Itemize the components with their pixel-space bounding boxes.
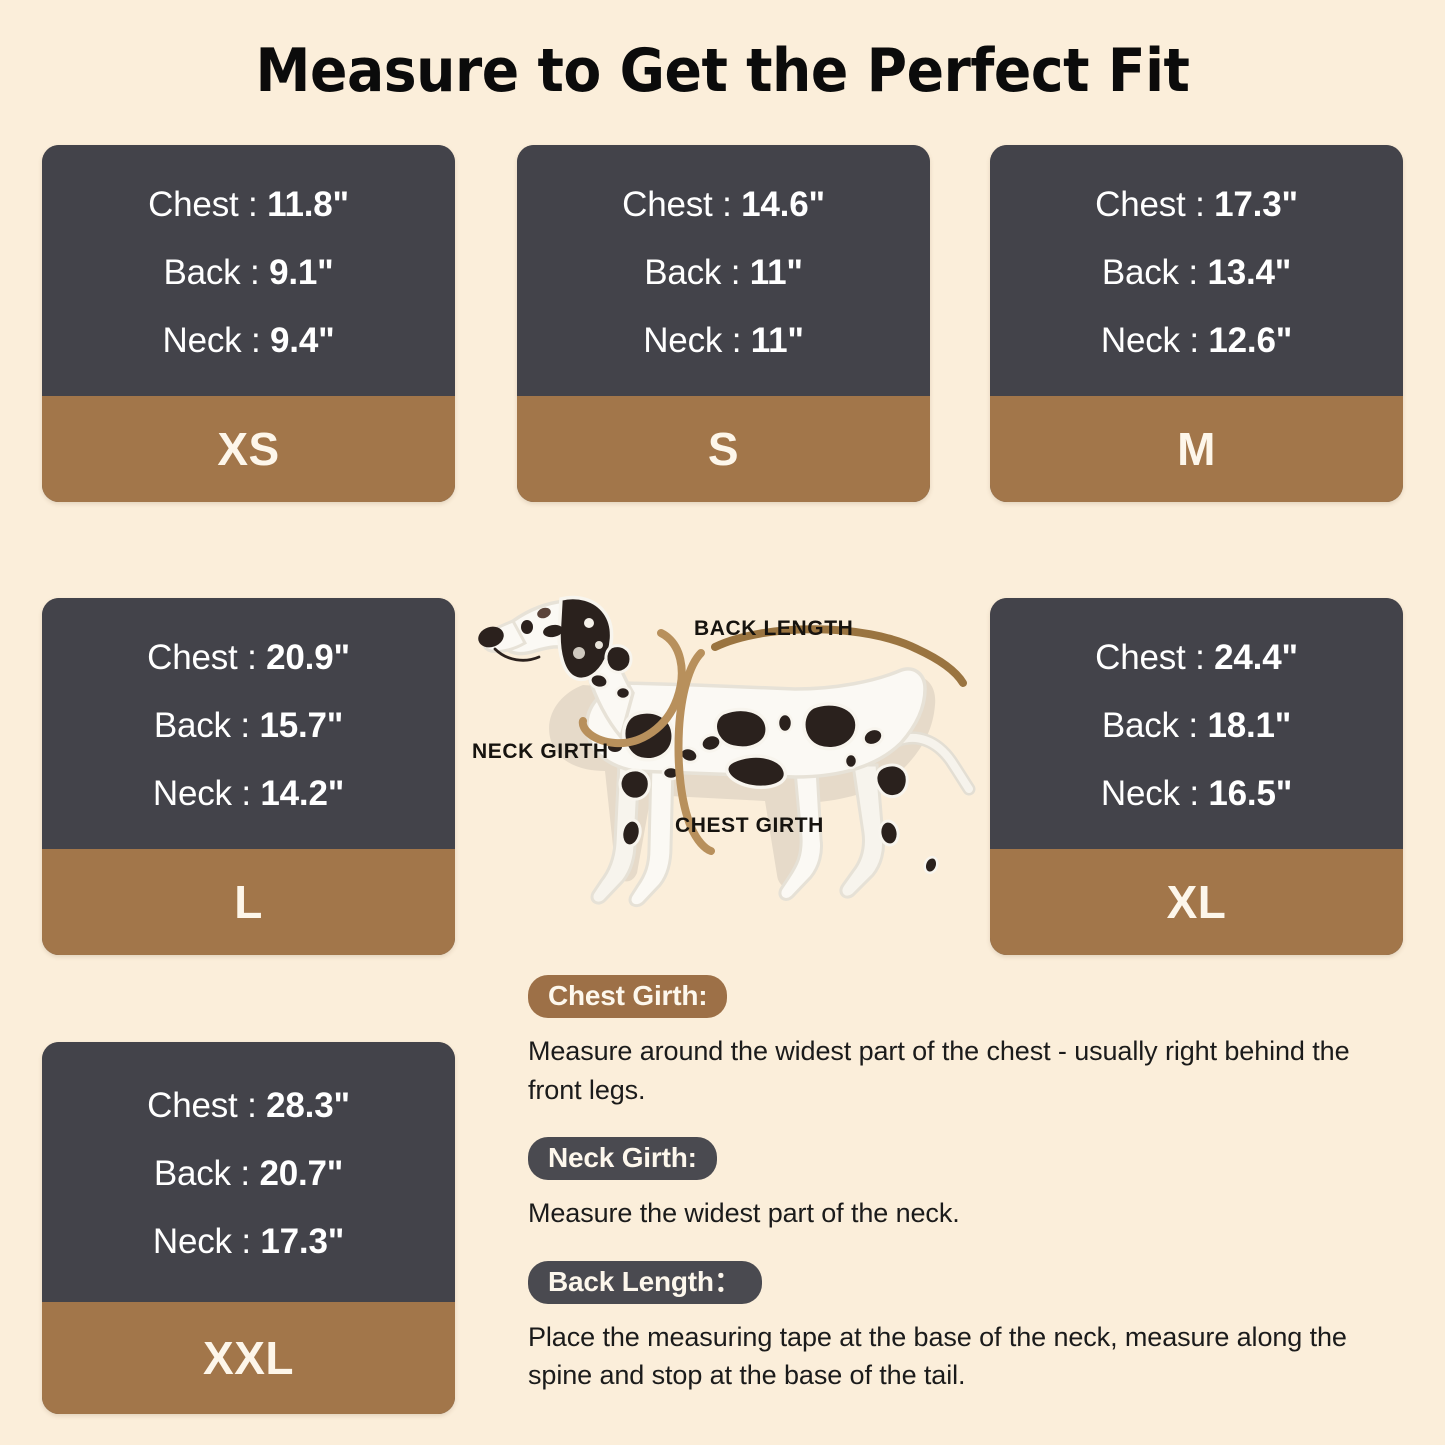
size-label-l: L xyxy=(42,849,455,955)
size-label-xs: XS xyxy=(42,396,455,502)
chest-measurement: Chest : 28.3" xyxy=(147,1086,350,1126)
size-label-xxl: XXL xyxy=(42,1302,455,1414)
chest-label: Chest : xyxy=(1095,637,1215,677)
chest-value: 17.3" xyxy=(1214,184,1298,224)
back-value: 13.4" xyxy=(1207,252,1292,292)
size-card-xl: Chest : 24.4" Back : 18.1" Neck : 16.5" … xyxy=(990,598,1403,955)
back-measurement: Back : 13.4" xyxy=(1101,252,1292,293)
neck-value: 16.5" xyxy=(1208,773,1293,813)
instruction-text-neck-girth: Measure the widest part of the neck. xyxy=(528,1198,960,1229)
instruction-text-chest-girth: Measure around the widest part of the ch… xyxy=(528,1036,1350,1105)
instruction-text-back-length: Place the measuring tape at the base of … xyxy=(528,1322,1347,1391)
size-label-s: S xyxy=(517,396,930,502)
neck-label: Neck : xyxy=(152,773,261,813)
neck-measurement: Neck : 12.6" xyxy=(1101,321,1292,361)
size-card-xs: Chest : 11.8" Back : 9.1" Neck : 9.4" XS xyxy=(42,145,455,502)
measuring-instructions: Chest Girth: Measure around the widest p… xyxy=(528,975,1408,1395)
instruction-heading-back-length: Back Length： xyxy=(528,1260,762,1305)
neck-value: 14.2" xyxy=(260,773,345,813)
chest-measurement: Chest : 17.3" xyxy=(1095,185,1298,225)
chest-label: Chest : xyxy=(147,637,267,677)
chest-label: Chest : xyxy=(1095,184,1215,224)
size-label-m: M xyxy=(990,396,1403,502)
chest-value: 11.8" xyxy=(267,184,349,224)
size-card-measurements: Chest : 14.6" Back : 11" Neck : 11" xyxy=(517,145,930,396)
back-label: Back : xyxy=(163,252,270,292)
chest-value: 28.3" xyxy=(266,1086,350,1125)
instruction-chest-girth: Chest Girth: Measure around the widest p… xyxy=(528,975,1408,1109)
neck-value: 12.6" xyxy=(1208,320,1293,360)
size-label-xl: XL xyxy=(990,849,1403,955)
diagram-label-neck-girth: NECK GIRTH xyxy=(472,740,609,763)
neck-measurement: Neck : 9.4" xyxy=(163,321,335,361)
size-card-s: Chest : 14.6" Back : 11" Neck : 11" S xyxy=(517,145,930,502)
back-label: Back : xyxy=(153,1154,260,1193)
chest-value: 20.9" xyxy=(266,637,350,677)
page-title: Measure to Get the Perfect Fit xyxy=(255,36,1190,106)
size-card-m: Chest : 17.3" Back : 13.4" Neck : 12.6" … xyxy=(990,145,1403,502)
size-card-measurements: Chest : 20.9" Back : 15.7" Neck : 14.2" xyxy=(42,598,455,849)
back-value: 11" xyxy=(749,252,803,292)
chest-value: 24.4" xyxy=(1214,637,1298,677)
back-value: 20.7" xyxy=(259,1154,344,1193)
instruction-heading-chest-girth: Chest Girth: xyxy=(528,975,728,1019)
neck-measurement: Neck : 16.5" xyxy=(1101,774,1292,814)
neck-value: 17.3" xyxy=(260,1222,345,1261)
back-value: 18.1" xyxy=(1207,705,1292,745)
chest-label: Chest : xyxy=(148,184,268,224)
dalmatian-dog-icon xyxy=(478,595,976,908)
size-card-measurements: Chest : 24.4" Back : 18.1" Neck : 16.5" xyxy=(990,598,1403,849)
chest-value: 14.6" xyxy=(741,184,825,224)
back-label: Back : xyxy=(644,252,750,292)
back-value: 15.7" xyxy=(259,705,344,745)
neck-label: Neck : xyxy=(1100,320,1209,360)
neck-label: Neck : xyxy=(1100,773,1209,813)
size-card-xxl: Chest : 28.3" Back : 20.7" Neck : 17.3" … xyxy=(42,1042,455,1414)
chest-measurement: Chest : 20.9" xyxy=(147,638,350,678)
neck-value: 9.4" xyxy=(270,320,335,360)
back-value: 9.1" xyxy=(269,252,334,292)
chest-measurement: Chest : 11.8" xyxy=(148,185,349,225)
instruction-neck-girth: Neck Girth: Measure the widest part of t… xyxy=(528,1137,1408,1233)
neck-measurement: Neck : 17.3" xyxy=(153,1222,344,1262)
neck-label: Neck : xyxy=(162,320,271,360)
back-measurement: Back : 15.7" xyxy=(153,705,344,746)
size-card-measurements: Chest : 28.3" Back : 20.7" Neck : 17.3" xyxy=(42,1042,455,1302)
back-measurement: Back : 18.1" xyxy=(1101,705,1292,746)
diagram-label-chest-girth: CHEST GIRTH xyxy=(675,814,824,837)
chest-label: Chest : xyxy=(622,184,742,224)
neck-measurement: Neck : 14.2" xyxy=(153,774,344,814)
size-card-measurements: Chest : 11.8" Back : 9.1" Neck : 9.4" xyxy=(42,145,455,396)
instruction-heading-neck-girth: Neck Girth: xyxy=(528,1137,717,1181)
back-measurement: Back : 9.1" xyxy=(163,253,333,293)
diagram-label-back-length: BACK LENGTH xyxy=(694,617,854,640)
neck-label: Neck : xyxy=(152,1222,261,1261)
dog-illustration xyxy=(465,565,985,935)
back-label: Back : xyxy=(1101,705,1208,745)
neck-value: 11" xyxy=(750,320,804,360)
chest-measurement: Chest : 24.4" xyxy=(1095,638,1298,678)
back-measurement: Back : 20.7" xyxy=(153,1154,344,1194)
size-card-measurements: Chest : 17.3" Back : 13.4" Neck : 12.6" xyxy=(990,145,1403,396)
neck-measurement: Neck : 11" xyxy=(643,321,804,361)
chest-measurement: Chest : 14.6" xyxy=(622,185,825,225)
chest-label: Chest : xyxy=(147,1086,267,1125)
size-card-l: Chest : 20.9" Back : 15.7" Neck : 14.2" … xyxy=(42,598,455,955)
back-label: Back : xyxy=(1101,252,1208,292)
back-label: Back : xyxy=(153,705,260,745)
neck-label: Neck : xyxy=(643,320,751,360)
back-measurement: Back : 11" xyxy=(644,253,803,293)
instruction-back-length: Back Length： Place the measuring tape at… xyxy=(528,1260,1408,1395)
